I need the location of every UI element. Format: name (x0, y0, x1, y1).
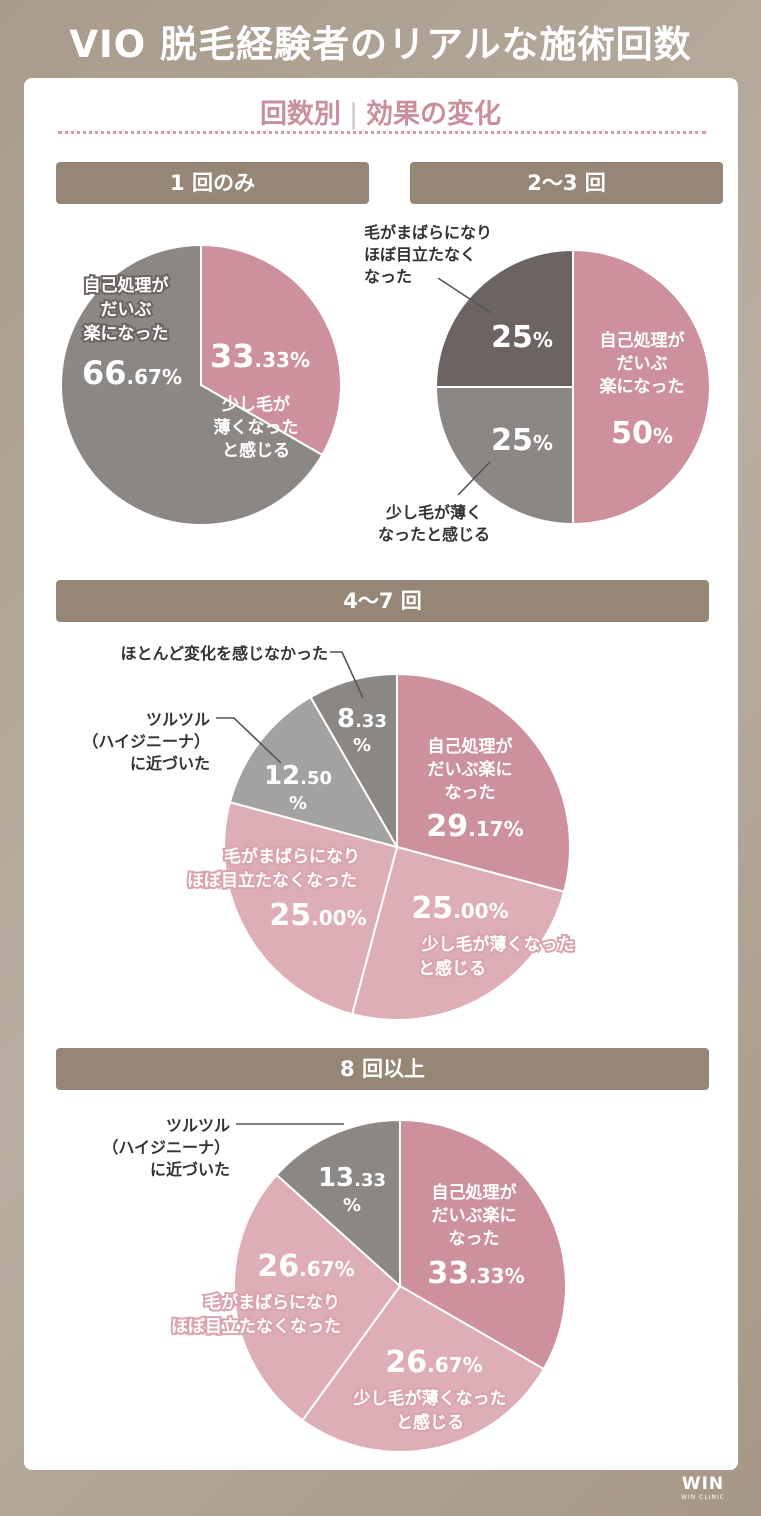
chart1-labels: 自己処理が だいぶ 楽になった 66.67% 33.33% 少し毛が 薄くなった… (82, 273, 311, 461)
section-header-1: 1 回のみ (56, 162, 369, 204)
page-title: VIO 脱毛経験者のリアルな施術回数 (69, 23, 692, 66)
c1-pct-b: 33.33% (210, 337, 310, 375)
c3-label-d1: ツルツル (146, 710, 210, 729)
pie3-slice-thinner (350, 845, 566, 1021)
c2-label-c3: なった (364, 267, 412, 286)
c3-pct-e-sym: % (353, 735, 371, 756)
c3-label-a2: だいぶ楽に (428, 759, 513, 780)
chart4-labels: ツルツル （ハイジニーナ） に近づいた 13.33 % 自己処理が だいぶ楽に … (102, 1116, 524, 1435)
pie4-slice-smooth (275, 1118, 401, 1289)
chart3-labels: ほとんど変化を感じなかった ツルツル （ハイジニーナ） に近づいた 8.33 %… (82, 644, 576, 981)
pie2-slice-thinner (434, 386, 574, 526)
c4-label-b2: と感じる (396, 1412, 464, 1433)
pie4-slice-thinner (301, 1284, 546, 1453)
pie3-slice-easier (396, 672, 571, 894)
section-header-3: 4〜7 回 (56, 580, 709, 622)
c4-pct-b: 26.67% (385, 1345, 482, 1380)
c1-label-b3: と感じる (222, 440, 290, 461)
c3-label-c2: ほぼ目立たなくなった (187, 870, 357, 891)
section-header-4: 8 回以上 (56, 1048, 709, 1090)
c3-label-c1: 毛がまばらになり (224, 846, 360, 867)
c4-pct-a: 33.33% (427, 1256, 524, 1291)
c2-label-b1: 少し毛が薄く (385, 503, 482, 522)
leader-lines (216, 277, 492, 1125)
c2-label-c1: 毛がまばらになり (364, 223, 492, 242)
subtitle-separator: | (348, 99, 359, 130)
c4-label-a3: なった (449, 1229, 500, 1249)
c4-label-d2: （ハイジニーナ） (102, 1138, 230, 1157)
c3-label-d2: （ハイジニーナ） (82, 732, 210, 751)
c3-pct-b: 25.00% (411, 891, 508, 926)
c2-pct-c: 25% (491, 320, 553, 355)
c2-pct-b: 25% (491, 423, 553, 458)
pie2-slice-sparse (434, 248, 574, 388)
brand-logo: WIN WIN CLINIC (668, 1474, 738, 1501)
c1-label-a3: 楽になった (84, 323, 169, 344)
c3-pct-c: 25.00% (269, 898, 366, 933)
c3-pct-d: 12.50 (264, 761, 332, 791)
chart2-labels: 毛がまばらになり ほぼ目立たなく なった 25% 25% 少し毛が薄く なったと… (364, 223, 685, 544)
dotted-divider (58, 131, 706, 134)
subtitle-left: 回数別 (259, 99, 341, 130)
c2-label-a3: 楽になった (600, 376, 685, 397)
section-header-2: 2〜3 回 (410, 162, 723, 204)
c4-label-d3: に近づいた (150, 1160, 230, 1179)
leader-line-c2-top (437, 277, 492, 314)
c3-label-a1: 自己処理が (428, 736, 513, 757)
c3-label-e1: ほとんど変化を感じなかった (120, 644, 328, 663)
c2-label-c2: ほぼ目立たなく (364, 245, 476, 264)
leader-line-c3-smooth (216, 717, 282, 764)
c1-label-b2: 薄くなった (214, 417, 299, 438)
c3-label-b2: と感じる (418, 958, 486, 979)
c2-label-a1: 自己処理が (600, 330, 685, 351)
logo-main: WIN (681, 1474, 725, 1494)
c3-label-b1: 少し毛が薄くなった (421, 934, 575, 955)
pie1-slice-easier (60, 243, 324, 526)
pie1-slice-thinner (200, 243, 342, 457)
c2-pct-a: 50% (611, 416, 673, 451)
c4-pct-c: 26.67% (257, 1249, 354, 1284)
c2-label-a2: だいぶ (617, 354, 668, 374)
c4-label-a1: 自己処理が (432, 1182, 517, 1203)
pie2-slice-easier (572, 248, 711, 526)
leader-line-c2-bottom (457, 461, 491, 496)
c2-label-b2: なったと感じる (378, 525, 490, 544)
c3-label-a3: なった (445, 783, 496, 803)
pie4-slice-sparse (233, 1173, 402, 1422)
c1-pct-a: 66.67% (82, 354, 182, 392)
logo-sub: WIN CLINIC (681, 1494, 725, 1501)
subtitle-right: 効果の変化 (366, 99, 502, 130)
pie3-slice-sparse (223, 800, 399, 1016)
c3-pct-e: 8.33 (337, 704, 387, 734)
c3-label-d3: に近づいた (130, 754, 210, 773)
c4-pct-d: 13.33 (318, 1163, 386, 1193)
pie-slices (60, 243, 711, 1453)
c4-label-c1: 毛がまばらになり (204, 1292, 340, 1313)
c4-pct-d-sym: % (343, 1195, 361, 1216)
pie3-slice-no-change (309, 672, 398, 851)
c1-label-b1: 少し毛が (221, 394, 290, 415)
c1-label-a2: だいぶ (101, 300, 152, 320)
c1-label-a1: 自己処理が (84, 275, 169, 296)
leader-line-c3-small (330, 651, 364, 699)
pie4-slice-easier (399, 1118, 567, 1371)
card-subtitle: 回数別 | 効果の変化 (0, 92, 761, 131)
c4-label-a2: だいぶ楽に (432, 1205, 517, 1226)
c4-label-b1: 少し毛が薄くなった (353, 1388, 507, 1409)
c3-pct-d-sym: % (289, 793, 307, 814)
c3-pct-a: 29.17% (426, 809, 523, 844)
c4-label-c2: ほぼ目立たなくなった (171, 1316, 341, 1337)
c4-label-d1: ツルツル (166, 1116, 230, 1135)
